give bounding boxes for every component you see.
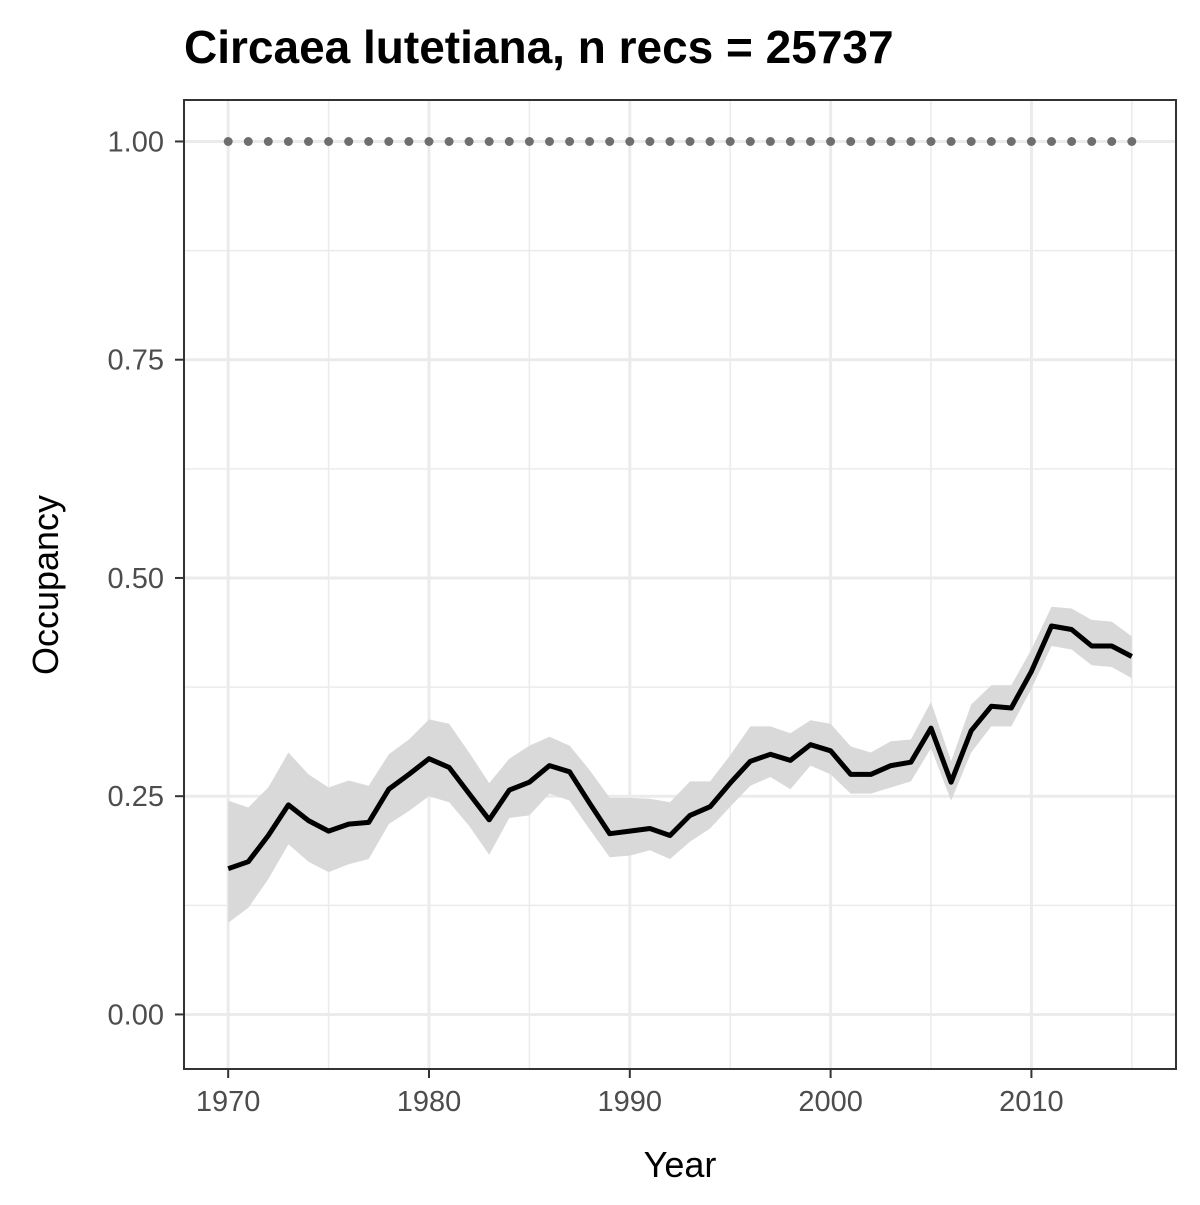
reference-point xyxy=(425,137,434,146)
reference-point xyxy=(1067,137,1076,146)
reference-point xyxy=(505,137,514,146)
reference-point xyxy=(846,137,855,146)
reference-point xyxy=(806,137,815,146)
reference-point xyxy=(625,137,634,146)
x-tick-label: 1980 xyxy=(397,1086,462,1118)
reference-point xyxy=(284,137,293,146)
reference-point xyxy=(746,137,755,146)
reference-point xyxy=(967,137,976,146)
reference-point xyxy=(485,137,494,146)
reference-point xyxy=(384,137,393,146)
y-tick-label: 0.25 xyxy=(108,781,164,813)
reference-point xyxy=(1087,137,1096,146)
reference-point xyxy=(645,137,654,146)
x-tick-label: 2010 xyxy=(999,1086,1064,1118)
reference-point xyxy=(264,137,273,146)
x-tick-label: 2000 xyxy=(798,1086,863,1118)
reference-point xyxy=(826,137,835,146)
reference-point xyxy=(1027,137,1036,146)
reference-point xyxy=(706,137,715,146)
reference-point xyxy=(726,137,735,146)
reference-point xyxy=(886,137,895,146)
y-axis-title: Occupancy xyxy=(25,495,66,675)
reference-point xyxy=(666,137,675,146)
reference-point xyxy=(244,137,253,146)
reference-point xyxy=(224,137,233,146)
reference-point xyxy=(364,137,373,146)
reference-point xyxy=(324,137,333,146)
ribbon-layer xyxy=(228,607,1132,923)
reference-point xyxy=(906,137,915,146)
reference-point xyxy=(766,137,775,146)
reference-point xyxy=(1107,137,1116,146)
confidence-ribbon xyxy=(228,607,1132,923)
y-tick-label: 0.00 xyxy=(108,999,164,1031)
reference-point xyxy=(605,137,614,146)
reference-point xyxy=(465,137,474,146)
reference-point xyxy=(1047,137,1056,146)
reference-point xyxy=(987,137,996,146)
reference-point xyxy=(545,137,554,146)
reference-point xyxy=(525,137,534,146)
grid-layer xyxy=(184,100,1176,1069)
reference-point xyxy=(786,137,795,146)
y-tick-label: 1.00 xyxy=(108,126,164,158)
reference-point xyxy=(585,137,594,146)
x-tick-label: 1970 xyxy=(196,1086,261,1118)
x-axis-title: Year xyxy=(644,1144,717,1185)
reference-point xyxy=(304,137,313,146)
reference-point xyxy=(565,137,574,146)
reference-point xyxy=(404,137,413,146)
chart-title: Circaea lutetiana, n recs = 25737 xyxy=(184,21,894,73)
reference-point xyxy=(1127,137,1136,146)
x-tick-label: 1990 xyxy=(598,1086,663,1118)
axis-layer: 1970 1980 1990 2000 2010 0.00 0.25 0.50 0.75 1.00 xyxy=(108,126,1064,1118)
reference-point xyxy=(344,137,353,146)
reference-point xyxy=(927,137,936,146)
reference-point xyxy=(947,137,956,146)
reference-point xyxy=(866,137,875,146)
y-tick-label: 0.50 xyxy=(108,563,164,595)
reference-point xyxy=(445,137,454,146)
panel-border xyxy=(184,100,1176,1069)
reference-point xyxy=(1007,137,1016,146)
y-tick-label: 0.75 xyxy=(108,345,164,377)
reference-point xyxy=(686,137,695,146)
